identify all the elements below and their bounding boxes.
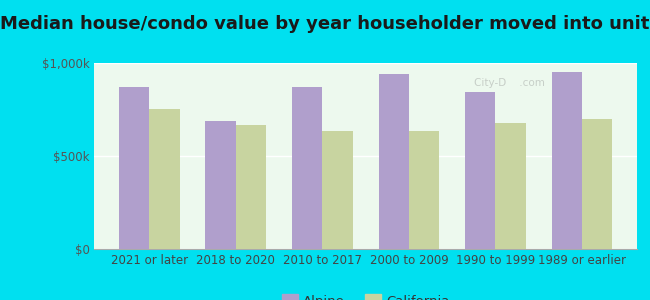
- Text: Median house/condo value by year householder moved into unit: Median house/condo value by year househo…: [0, 15, 650, 33]
- Text: City-D    .com: City-D .com: [474, 78, 545, 88]
- Bar: [582, 119, 612, 249]
- Bar: [495, 124, 526, 249]
- Bar: [119, 87, 150, 249]
- Bar: [292, 87, 322, 249]
- Bar: [378, 74, 409, 249]
- Bar: [465, 92, 495, 249]
- Bar: [409, 131, 439, 249]
- Bar: [150, 109, 179, 249]
- Bar: [552, 72, 582, 249]
- Bar: [205, 121, 236, 249]
- Bar: [322, 131, 353, 249]
- Legend: Alpine, California: Alpine, California: [282, 295, 449, 300]
- Bar: [236, 125, 266, 249]
